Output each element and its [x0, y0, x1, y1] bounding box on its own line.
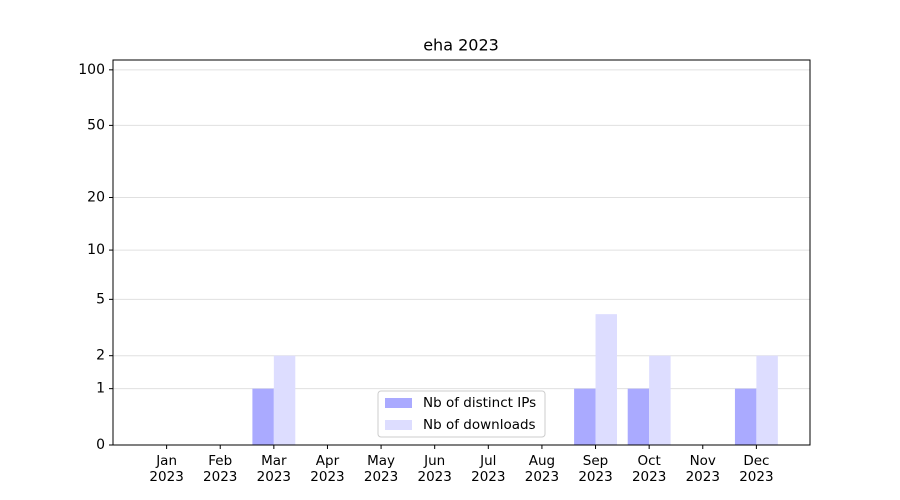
- y-tick-label: 5: [96, 291, 105, 307]
- bar: [595, 314, 617, 445]
- x-tick-label: Mar 2023: [256, 453, 292, 485]
- x-tick-label: Feb 2023: [203, 453, 238, 485]
- plot-frame: [112, 59, 811, 446]
- legend-swatch: [385, 398, 412, 408]
- bar: [273, 355, 296, 445]
- y-tick-label: 0: [96, 437, 105, 453]
- x-tick-label: May 2023: [363, 453, 399, 485]
- chart-title: eha 2023: [423, 36, 499, 55]
- legend-label: Nb of distinct IPs: [423, 395, 536, 411]
- y-tick-label: 100: [78, 62, 105, 78]
- y-tick-label: 50: [87, 117, 105, 133]
- legend-swatch: [385, 420, 412, 430]
- bar: [734, 388, 757, 445]
- bar: [649, 355, 671, 445]
- y-tick-label: 2: [96, 348, 105, 364]
- y-tick-label: 10: [87, 242, 105, 258]
- x-tick-label: Nov 2023: [685, 453, 720, 485]
- y-tick-label: 1: [96, 381, 105, 397]
- bar: [756, 355, 778, 445]
- x-tick-label: Oct 2023: [631, 453, 667, 485]
- x-tick-label: Jan 2023: [149, 453, 184, 485]
- x-tick-label: Apr 2023: [310, 453, 345, 485]
- x-tick-label: Dec 2023: [739, 453, 774, 485]
- x-tick-label: Jun 2023: [417, 453, 452, 485]
- x-tick-label: Aug 2023: [524, 453, 560, 485]
- x-tick-label: Jul 2023: [471, 453, 506, 485]
- bar: [574, 388, 596, 445]
- bar: [252, 388, 274, 445]
- legend-box: [377, 390, 546, 438]
- bar: [627, 388, 650, 445]
- x-tick-label: Sep 2023: [578, 453, 613, 485]
- y-tick-label: 20: [87, 190, 105, 206]
- legend-label: Nb of downloads: [423, 417, 536, 433]
- legend: Nb of distinct IPs Nb of downloads: [377, 390, 546, 438]
